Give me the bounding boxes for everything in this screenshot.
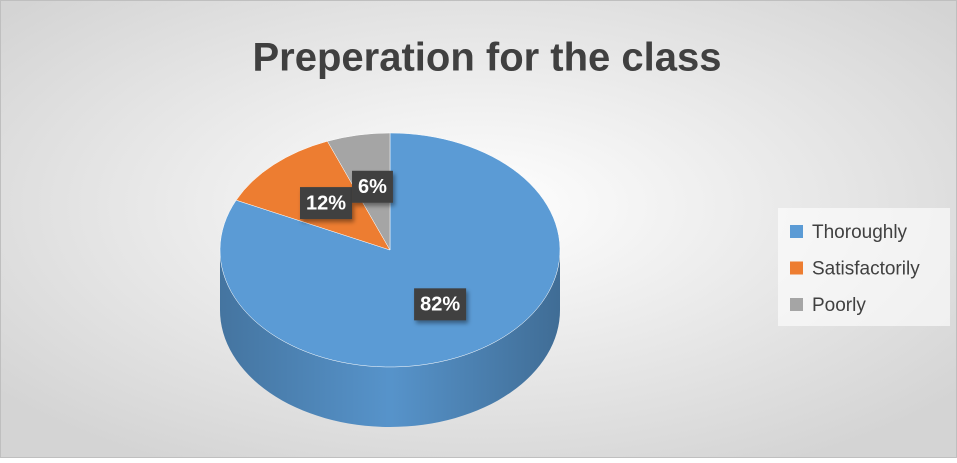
pie-slice [219, 132, 561, 368]
data-label-text: 12% [306, 192, 346, 214]
data-label-box [299, 187, 353, 220]
legend-swatch [790, 261, 803, 275]
legend-swatch [790, 225, 803, 238]
data-label: 6% [352, 170, 393, 203]
data-label-box [352, 170, 393, 203]
data-label: 82% [414, 288, 467, 321]
legend-label: Thoroughly [812, 222, 908, 243]
legend-swatch [790, 298, 803, 311]
legend-label: Satisfactorily [812, 259, 920, 280]
chart-title: Preperation for the class [252, 36, 721, 80]
data-label-box [414, 288, 467, 321]
legend-box [778, 208, 950, 326]
pie: 82% 12% 6% [219, 132, 561, 427]
data-label: 12% [299, 187, 353, 220]
legend: Thoroughly Satisfactorily Poorly [790, 222, 920, 316]
data-label-text: 6% [358, 176, 387, 198]
legend-label: Poorly [812, 295, 866, 316]
pie-side-shade [220, 250, 560, 427]
data-label-text: 82% [420, 294, 460, 316]
